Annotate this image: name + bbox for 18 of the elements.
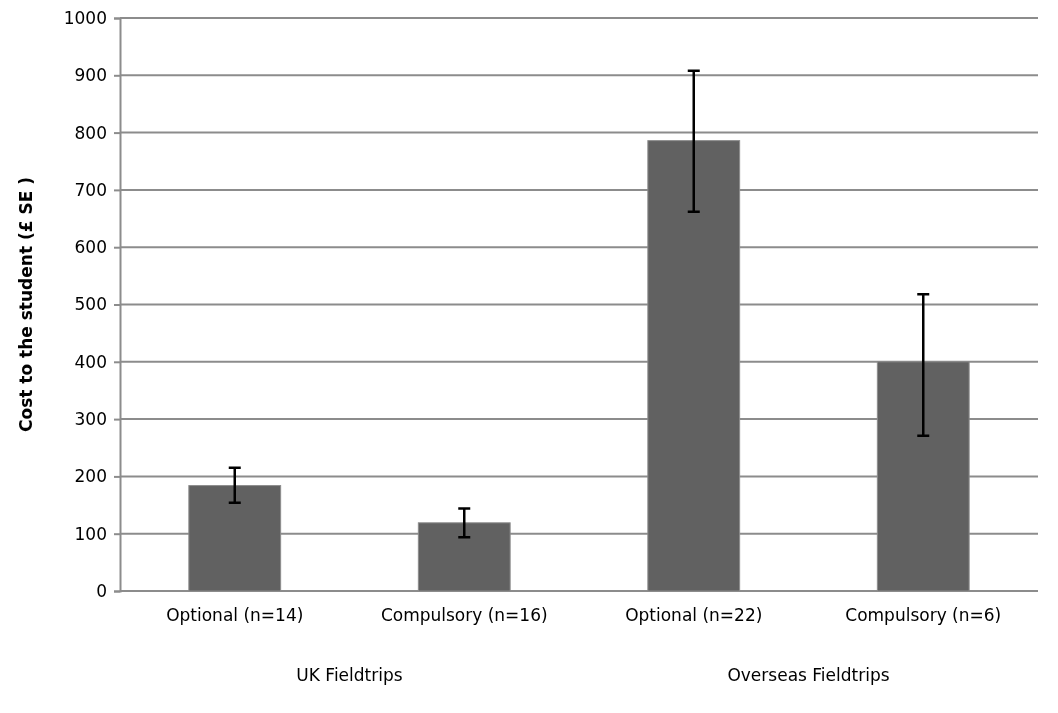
y-axis-title: Cost to the student (£ SE )	[16, 177, 36, 432]
text: Overseas Fieldtrips	[727, 665, 890, 685]
x-tick-label: Optional (n=22)	[625, 605, 763, 626]
y-tick-label: 0	[96, 580, 107, 601]
x-tick-label: Compulsory (n=16)	[380, 605, 548, 626]
y-tick-label: 900	[74, 65, 107, 86]
x-tick-label: Compulsory (n=6)	[845, 605, 1002, 626]
y-tick-label: 600	[74, 237, 107, 258]
y-tick-label: 500	[74, 294, 107, 315]
y-tick-label: 100	[74, 523, 107, 544]
y-tick-label: 200	[74, 466, 107, 487]
text: UK Fieldtrips	[296, 665, 403, 685]
y-tick-label: 700	[74, 179, 107, 200]
y-tick-label: 400	[74, 351, 107, 372]
x-tick-label: Optional (n=14)	[166, 605, 304, 626]
y-tick-label: 800	[74, 122, 107, 143]
y-tick-label: 1000	[63, 7, 107, 28]
y-tick-label: 300	[74, 409, 107, 430]
